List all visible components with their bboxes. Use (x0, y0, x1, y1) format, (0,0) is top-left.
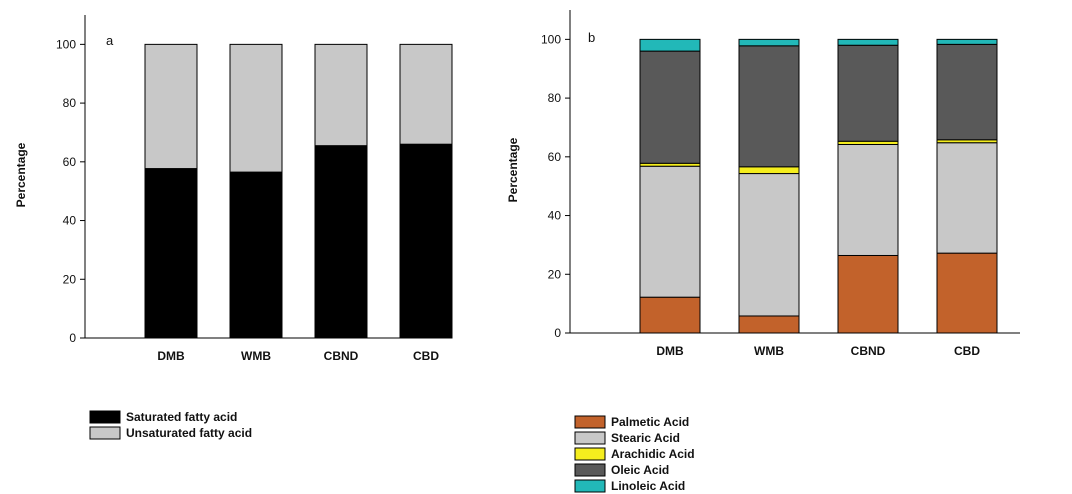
legend-swatch-arachidic-acid (574, 447, 606, 461)
bar-segment-b-cbd-oleic-acid (936, 43, 998, 141)
bar-segment-a-cbnd-saturated-fatty-acid (314, 145, 368, 339)
bar-segment-b-cbd-stearic-acid (936, 142, 998, 254)
bar-segment-b-cbd-palmetic-acid (936, 252, 998, 334)
x-tick-label-b: DMB (656, 344, 684, 358)
bar-segment-b-dmb-palmetic-acid (639, 296, 701, 334)
bar-segment-b-cbnd-palmetic-acid (837, 254, 899, 334)
y-tick-label-a: 20 (63, 272, 77, 286)
bar-segment-b-wmb-oleic-acid (738, 45, 800, 168)
x-tick-label-b: WMB (754, 344, 784, 358)
y-tick-label-b: 20 (548, 267, 562, 281)
panel-label-b: b (588, 30, 595, 45)
x-tick-label-b: CBND (851, 344, 886, 358)
legend-label-arachidic-acid: Arachidic Acid (611, 447, 695, 461)
bar-segment-b-cbd-linoleic-acid (936, 38, 998, 45)
bar-segment-a-dmb-saturated-fatty-acid (144, 168, 198, 339)
bar-segment-b-dmb-stearic-acid (639, 165, 701, 298)
legend-label-unsaturated-fatty-acid: Unsaturated fatty acid (126, 426, 252, 440)
y-tick-label-a: 100 (56, 37, 76, 51)
legend-swatch-palmetic-acid (574, 415, 606, 429)
bar-segment-b-wmb-palmetic-acid (738, 315, 800, 334)
legend-swatch-saturated-fatty-acid (89, 410, 121, 424)
x-tick-label-a: CBND (324, 349, 359, 363)
legend-swatch-stearic-acid (574, 431, 606, 445)
y-tick-label-a: 0 (69, 331, 76, 345)
y-axis-label-b: Percentage (506, 137, 520, 202)
legend-label-oleic-acid: Oleic Acid (611, 463, 669, 477)
chart-panel-a: 0 20 40 60 80 100 Percentage a DMB WMB CBND CBD Satu… (14, 15, 453, 440)
x-tick-label-a: DMB (157, 349, 185, 363)
bar-segment-b-cbnd-linoleic-acid (837, 38, 899, 46)
y-tick-label-b: 80 (548, 91, 562, 105)
bar-segment-b-dmb-oleic-acid (639, 50, 701, 164)
x-tick-label-a: WMB (241, 349, 271, 363)
y-tick-label-a: 80 (63, 96, 77, 110)
chart-panel-b: 0 20 40 60 80 100 Percentage b DMB WMB CBND CBD Palm… (506, 10, 1020, 493)
y-tick-label-a: 40 (63, 214, 77, 228)
x-tick-label-b: CBD (954, 344, 980, 358)
y-axis-label-a: Percentage (14, 142, 28, 207)
bar-segment-b-wmb-arachidic-acid (738, 166, 800, 175)
legend-swatch-oleic-acid (574, 463, 606, 477)
bar-segment-a-dmb-unsaturated-fatty-acid (144, 43, 198, 170)
y-tick-label-b: 60 (548, 150, 562, 164)
legend-label-linoleic-acid: Linoleic Acid (611, 479, 685, 493)
legend-label-palmetic-acid: Palmetic Acid (611, 415, 689, 429)
bar-segment-a-cbnd-unsaturated-fatty-acid (314, 43, 368, 147)
legend-swatch-unsaturated-fatty-acid (89, 426, 121, 440)
y-tick-label-b: 100 (541, 32, 561, 46)
bar-segment-b-wmb-linoleic-acid (738, 38, 800, 47)
y-tick-label-b: 0 (554, 326, 561, 340)
y-tick-label-b: 40 (548, 209, 562, 223)
bar-segment-b-dmb-linoleic-acid (639, 38, 701, 52)
x-tick-label-a: CBD (413, 349, 439, 363)
bar-segment-a-cbd-unsaturated-fatty-acid (399, 43, 453, 145)
bar-segment-a-cbd-saturated-fatty-acid (399, 143, 453, 339)
bar-segment-b-cbnd-stearic-acid (837, 143, 899, 256)
legend-label-stearic-acid: Stearic Acid (611, 431, 680, 445)
y-tick-label-a: 60 (63, 155, 77, 169)
bar-segment-b-wmb-stearic-acid (738, 173, 800, 317)
panel-label-a: a (106, 33, 114, 48)
bar-segment-b-cbnd-oleic-acid (837, 44, 899, 142)
legend-label-saturated-fatty-acid: Saturated fatty acid (126, 410, 237, 424)
legend-swatch-linoleic-acid (574, 479, 606, 493)
bar-segment-a-wmb-unsaturated-fatty-acid (229, 43, 283, 173)
bar-segment-a-wmb-saturated-fatty-acid (229, 171, 283, 339)
